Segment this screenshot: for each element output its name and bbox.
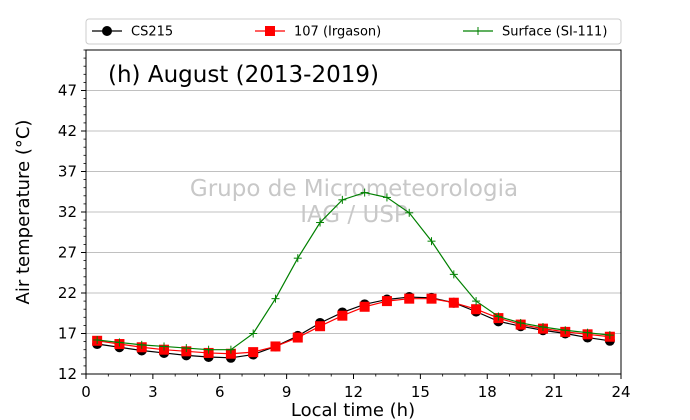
data-point <box>538 323 547 332</box>
legend: CS215 107 (Irgason) Surface (SI-111) <box>85 18 622 45</box>
legend-label: 107 (Irgason) <box>294 25 381 40</box>
data-point <box>561 326 570 335</box>
data-point <box>226 345 235 354</box>
data-point <box>449 270 458 279</box>
data-point <box>315 321 326 332</box>
x-tick-label: 15 <box>411 383 430 401</box>
x-tick-label: 21 <box>545 383 564 401</box>
data-point <box>427 237 436 246</box>
data-point <box>204 345 213 354</box>
watermark: Grupo de Micrometeorologia IAG / USP <box>190 176 518 228</box>
legend-label: Surface (SI-111) <box>502 25 607 40</box>
data-point <box>605 331 614 340</box>
data-point <box>93 335 102 344</box>
data-point <box>248 347 259 358</box>
x-tick-label: 3 <box>148 383 158 401</box>
legend-marker <box>265 26 275 36</box>
y-axis-label: Air temperature (°C) <box>13 120 34 305</box>
data-point <box>381 296 392 307</box>
data-point <box>249 329 258 338</box>
data-point <box>426 293 437 304</box>
data-point <box>583 328 592 337</box>
data-point <box>316 218 325 227</box>
x-tick-label: 9 <box>282 383 292 401</box>
data-point <box>182 344 191 353</box>
x-tick-label: 18 <box>478 383 497 401</box>
axes: 12 17 22 27 32 37 42 47 0 3 6 9 12 15 18 21 24 <box>58 49 631 401</box>
y-tick-label: 32 <box>58 203 77 221</box>
legend-label: CS215 <box>131 25 173 40</box>
data-point <box>494 312 503 321</box>
x-tick-label: 12 <box>344 383 363 401</box>
data-point <box>271 294 280 303</box>
data-point <box>405 208 414 217</box>
data-point <box>448 297 459 308</box>
y-tick-label: 22 <box>58 284 77 302</box>
x-axis-label: Local time (h) <box>291 400 415 420</box>
grid-lines <box>86 90 621 334</box>
x-tick-label: 24 <box>611 383 630 401</box>
data-point <box>293 254 302 263</box>
watermark-line-2: IAG / USP <box>300 202 408 228</box>
watermark-line-1: Grupo de Micrometeorologia <box>190 176 518 202</box>
series-line <box>97 298 610 355</box>
x-tick-label: 0 <box>81 383 91 401</box>
y-tick-label: 47 <box>58 82 77 100</box>
data-point <box>338 195 347 204</box>
y-tick-label: 12 <box>58 365 77 383</box>
data-point <box>516 318 525 327</box>
series-2 <box>93 188 614 354</box>
y-tick-label: 17 <box>58 325 77 343</box>
x-tick-label: 6 <box>215 383 225 401</box>
data-point <box>360 188 369 197</box>
data-point <box>359 301 370 312</box>
data-point <box>337 310 348 321</box>
data-point <box>160 342 169 351</box>
legend-frame <box>85 18 622 45</box>
data-point <box>292 332 303 343</box>
data-point <box>382 193 391 202</box>
data-point <box>115 338 124 347</box>
y-tick-label: 42 <box>58 122 77 140</box>
y-tick-label: 37 <box>58 163 77 181</box>
y-tick-label: 27 <box>58 244 77 262</box>
data-point <box>137 340 146 349</box>
legend-marker <box>102 26 112 36</box>
data-series <box>92 188 615 363</box>
data-point <box>404 293 415 304</box>
data-point <box>472 297 481 306</box>
chart-title: (h) August (2013-2019) <box>108 62 379 88</box>
legend-marker <box>474 27 482 35</box>
data-point <box>471 304 482 315</box>
data-point <box>270 341 281 352</box>
